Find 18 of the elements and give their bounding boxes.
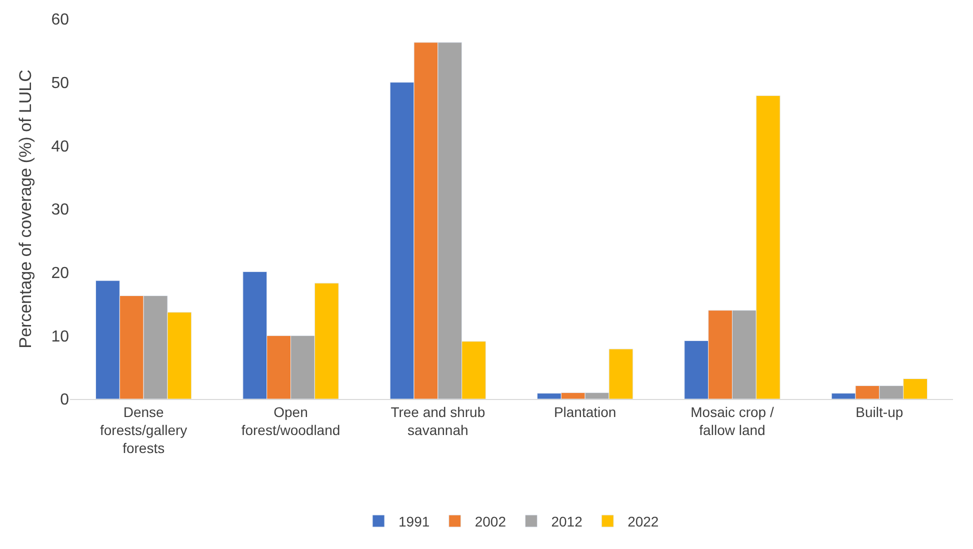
legend-label: 2022 bbox=[628, 513, 659, 530]
x-tick-label: Tree and shrub savannah bbox=[390, 404, 486, 438]
x-tick-label: Plantation bbox=[554, 404, 616, 420]
x-tick-label: Mosaic crop / fallow land bbox=[690, 404, 774, 438]
y-tick-label: 60 bbox=[51, 12, 70, 29]
x-tick-label: Dense forests/gallery forests bbox=[100, 404, 188, 456]
y-tick-label: 10 bbox=[51, 328, 70, 346]
legend-label: 2002 bbox=[474, 513, 506, 530]
y-tick-label: 30 bbox=[51, 202, 70, 219]
y-tick-label: 40 bbox=[51, 138, 70, 156]
x-tick-label: Open forest/woodland bbox=[241, 404, 340, 438]
y-tick-label: 50 bbox=[51, 74, 70, 92]
y-axis-title: Percentage of coverage (%) of LULC bbox=[16, 70, 35, 348]
y-tick-label: 0 bbox=[60, 392, 70, 409]
y-tick-label: 20 bbox=[51, 264, 70, 282]
x-tick-label: Built-up bbox=[856, 404, 904, 420]
legend-label: 2012 bbox=[551, 513, 583, 530]
legend-label: 1991 bbox=[398, 513, 430, 530]
